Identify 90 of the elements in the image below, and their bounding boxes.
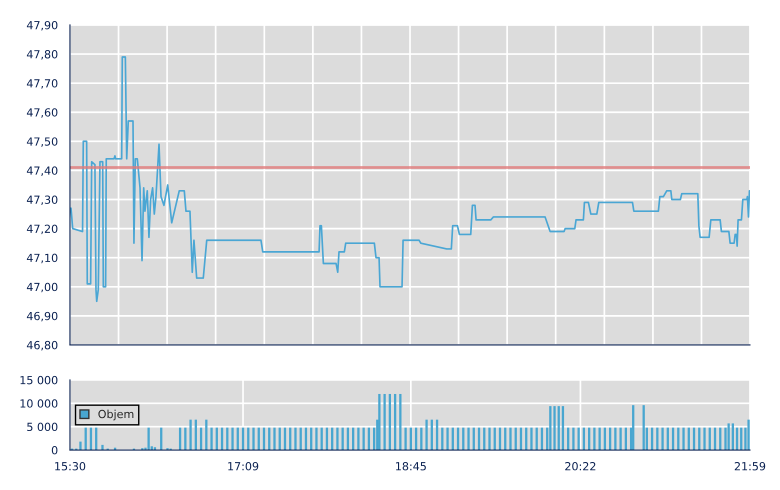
bar <box>525 428 528 450</box>
bar <box>226 428 228 450</box>
bar <box>462 428 464 450</box>
bar <box>632 405 634 450</box>
x-tick-label: 21:59 <box>734 462 766 470</box>
bar <box>300 428 302 450</box>
y-tick-label: 46,80 <box>26 340 58 350</box>
bar <box>719 428 722 450</box>
bar <box>194 420 197 450</box>
bar <box>388 394 392 450</box>
bar <box>147 428 150 450</box>
y-tick-label: 47,30 <box>26 195 58 206</box>
bar <box>604 428 606 450</box>
bar <box>642 405 645 450</box>
bar <box>614 428 617 450</box>
bar <box>383 394 386 450</box>
bar <box>593 428 596 450</box>
bar <box>399 394 402 450</box>
bar <box>331 428 334 450</box>
bar <box>666 428 669 450</box>
bar <box>598 428 601 450</box>
y-tick-label: 47,00 <box>26 282 58 292</box>
bar <box>567 428 570 450</box>
y-tick-label: 10 000 <box>20 399 58 408</box>
bar <box>578 428 580 450</box>
bar <box>452 428 454 450</box>
bar <box>441 428 444 450</box>
line-series <box>70 56 750 302</box>
bar <box>608 428 612 450</box>
bar <box>708 428 711 450</box>
bar <box>320 428 323 450</box>
bar <box>216 428 218 450</box>
y-tick-label: 15 000 <box>20 376 58 384</box>
bar <box>420 428 422 450</box>
bar <box>378 394 381 450</box>
bar <box>698 428 700 450</box>
bar <box>688 428 690 450</box>
bar <box>352 428 354 450</box>
y-tick-label: 47,70 <box>26 79 58 89</box>
bar <box>472 428 475 450</box>
bar <box>247 428 250 450</box>
bar <box>494 428 496 450</box>
x-tick-label: 18:45 <box>396 462 426 470</box>
legend-label: Objem <box>98 410 134 420</box>
bar <box>504 428 506 450</box>
bar <box>368 428 370 450</box>
y-tick-label: 47,90 <box>26 20 58 31</box>
y-tick-label: 47,10 <box>26 254 58 264</box>
bar <box>624 428 628 450</box>
bar <box>677 428 680 450</box>
bar <box>404 428 407 450</box>
bar <box>430 420 433 450</box>
y-tick-label: 47,60 <box>26 108 58 118</box>
bar <box>536 428 538 450</box>
bar <box>205 420 208 450</box>
bar <box>278 428 281 450</box>
y-tick-label: 47,50 <box>26 137 58 147</box>
x-tick-label: 15:30 <box>55 462 86 470</box>
bar <box>483 428 486 450</box>
x-tick-label: 17:09 <box>228 462 258 470</box>
bar <box>619 428 622 450</box>
bar <box>732 423 734 450</box>
bar <box>342 428 344 450</box>
bar <box>268 428 270 450</box>
bar <box>184 428 186 450</box>
x-tick-label: 20:22 <box>565 462 596 470</box>
bar <box>394 394 396 450</box>
bar <box>740 428 742 450</box>
bar <box>727 423 730 450</box>
bar <box>258 428 260 450</box>
bar <box>84 428 87 450</box>
bar <box>95 428 98 450</box>
y-tick-label: 46,90 <box>26 312 58 322</box>
y-tick-label: 5 000 <box>27 422 58 432</box>
bar <box>160 428 162 450</box>
bar <box>236 428 239 450</box>
bar <box>310 428 312 450</box>
bar <box>558 406 560 450</box>
bar <box>656 428 658 450</box>
bar <box>588 428 590 450</box>
y-tick-label: 47,20 <box>26 224 58 234</box>
bar <box>289 428 292 450</box>
bar <box>410 428 412 450</box>
bar <box>549 406 552 450</box>
bar <box>514 428 517 450</box>
bar <box>357 428 360 450</box>
y-tick-label: 0 <box>52 446 58 454</box>
y-tick-label: 47,40 <box>26 166 58 176</box>
y-tick-label: 47,80 <box>26 50 58 60</box>
bar <box>362 428 365 450</box>
